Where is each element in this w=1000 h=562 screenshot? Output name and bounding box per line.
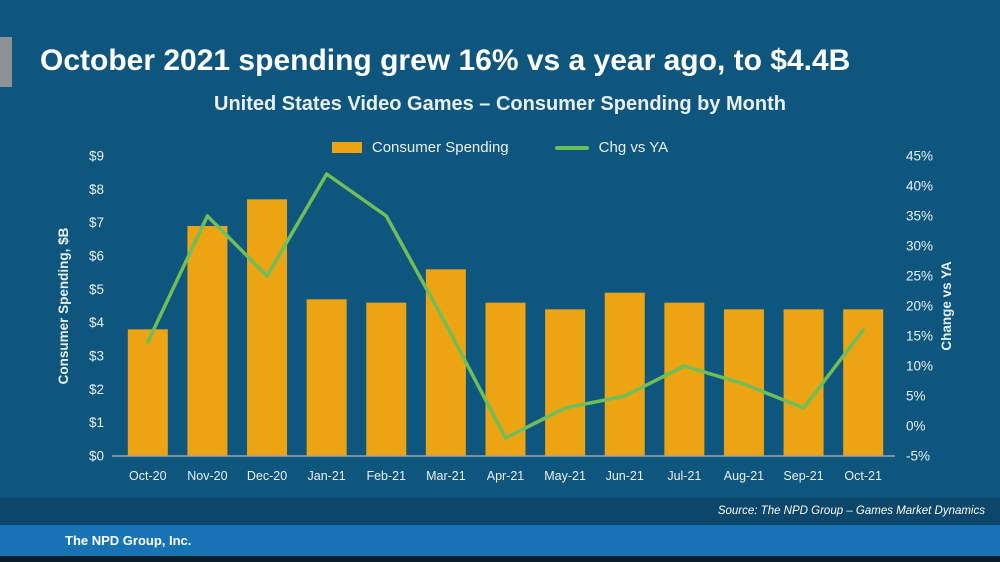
legend-line-swatch-icon bbox=[554, 145, 589, 150]
title-accent-bar bbox=[0, 37, 12, 87]
left-axis-tick: $3 bbox=[89, 349, 104, 364]
right-axis-tick: 25% bbox=[906, 269, 933, 284]
right-axis-title: Change vs YA bbox=[939, 261, 954, 351]
x-axis-label-jan-21: Jan-21 bbox=[308, 469, 346, 483]
footer-company-name: The NPD Group, Inc. bbox=[65, 533, 192, 548]
spending-bar-oct-21 bbox=[843, 309, 884, 456]
spending-bar-jun-21 bbox=[604, 292, 645, 456]
right-axis-tick: 0% bbox=[906, 419, 926, 434]
x-axis-label-nov-20: Nov-20 bbox=[187, 469, 227, 483]
right-axis-tick: 35% bbox=[906, 209, 933, 224]
source-band: Source: The NPD Group – Games Market Dyn… bbox=[0, 498, 1000, 525]
plot-area: $9 $8 $7 $6 $5 $4 $3 $2 $1 $0 45% 40% 35% 30% 25% 20% 15… bbox=[89, 149, 933, 484]
x-axis-label-dec-20: Dec-20 bbox=[247, 469, 287, 483]
right-axis-tick: 10% bbox=[906, 359, 933, 374]
x-axis-label-oct-20: Oct-20 bbox=[129, 469, 167, 483]
spending-bar-apr-21 bbox=[485, 302, 526, 456]
spending-bar-dec-20 bbox=[247, 199, 288, 457]
x-axis-label-aug-21: Aug-21 bbox=[724, 469, 764, 483]
left-axis-tick: $8 bbox=[89, 182, 104, 197]
left-axis-title: Consumer Spending, $B bbox=[56, 227, 71, 384]
left-axis-tick: $0 bbox=[89, 449, 104, 464]
left-axis-tick: $2 bbox=[89, 382, 104, 397]
right-axis-tick: -5% bbox=[906, 449, 930, 464]
left-axis-tick: $9 bbox=[89, 149, 104, 164]
x-axis-label-sep-21: Sep-21 bbox=[783, 469, 823, 483]
spending-bar-nov-20 bbox=[187, 226, 228, 456]
x-axis-label-jul-21: Jul-21 bbox=[667, 469, 701, 483]
spending-bar-oct-20 bbox=[127, 329, 168, 456]
source-attribution: Source: The NPD Group – Games Market Dyn… bbox=[717, 505, 985, 517]
left-axis-tick: $7 bbox=[89, 215, 104, 230]
footer-band: The NPD Group, Inc. bbox=[0, 525, 1000, 556]
right-axis-tick: 30% bbox=[906, 239, 933, 254]
right-axis-tick: 40% bbox=[906, 179, 933, 194]
x-axis-label-may-21: May-21 bbox=[544, 469, 586, 483]
bottom-strip bbox=[0, 556, 1000, 562]
chart-title: United States Video Games – Consumer Spe… bbox=[214, 93, 786, 115]
page-title: October 2021 spending grew 16% vs a year… bbox=[40, 44, 851, 77]
spending-bar-may-21 bbox=[545, 309, 586, 456]
spending-bar-jan-21 bbox=[306, 299, 347, 456]
legend-bar-swatch-icon bbox=[331, 142, 362, 153]
legend-line-label: Chg vs YA bbox=[598, 139, 669, 156]
left-axis-tick: $1 bbox=[89, 415, 104, 430]
spending-bar-feb-21 bbox=[366, 302, 407, 456]
change-vs-ya-line bbox=[146, 172, 865, 440]
chart-legend: Consumer Spending Chg vs YA bbox=[0, 139, 1000, 156]
x-axis-label-apr-21: Apr-21 bbox=[487, 469, 525, 483]
x-axis-label-mar-21: Mar-21 bbox=[426, 469, 466, 483]
spending-bar-sep-21 bbox=[783, 309, 824, 456]
spending-bar-jul-21 bbox=[664, 302, 705, 456]
right-axis-tick: 5% bbox=[906, 389, 926, 404]
right-axis-tick: 15% bbox=[906, 329, 933, 344]
x-axis-label-oct-21: Oct-21 bbox=[844, 469, 882, 483]
left-axis-tick: $5 bbox=[89, 282, 104, 297]
left-axis-tick: $6 bbox=[89, 249, 104, 264]
right-axis-tick: 20% bbox=[906, 299, 933, 314]
x-axis-label-jun-21: Jun-21 bbox=[606, 469, 644, 483]
legend-bar-label: Consumer Spending bbox=[371, 139, 509, 156]
x-axis-label-feb-21: Feb-21 bbox=[366, 469, 406, 483]
left-axis-tick: $4 bbox=[89, 315, 105, 330]
right-axis-tick: 45% bbox=[906, 149, 933, 164]
